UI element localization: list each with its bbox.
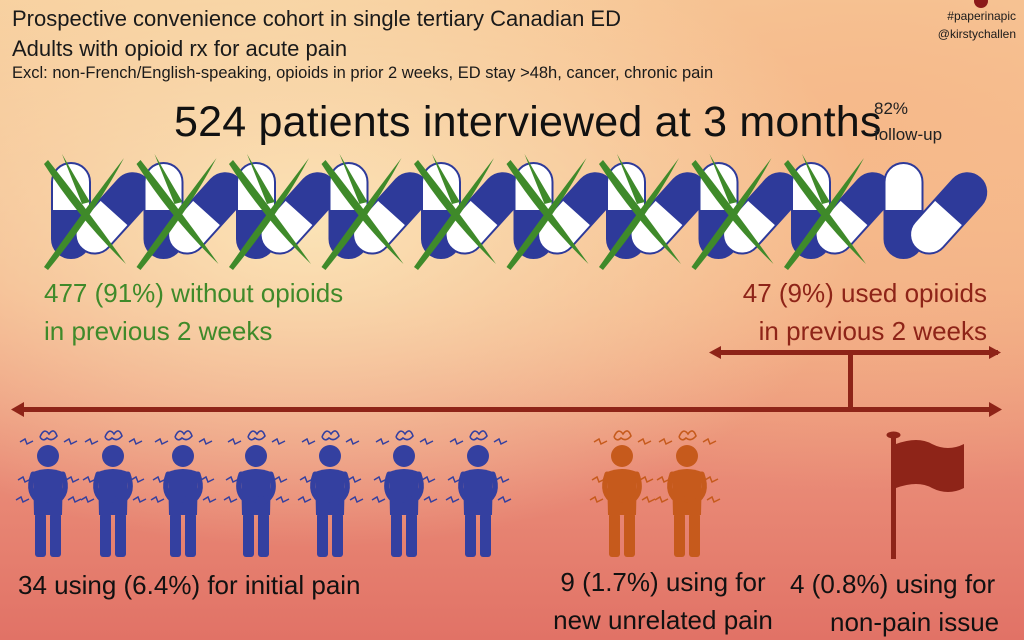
bracket-arrow-right (989, 346, 1001, 359)
logo-mark (974, 0, 988, 8)
hashtag[interactable]: #paperinapic (947, 9, 1016, 23)
capsule-icon (51, 162, 153, 259)
outcome-arrow-left (11, 402, 24, 417)
cross-out-mark (321, 154, 404, 270)
bracket-arrow-left (709, 346, 721, 359)
followup-label: follow-up (874, 125, 943, 144)
capsule-icon (328, 162, 431, 259)
bracket-stem (848, 354, 853, 408)
person-in-pain-icon (371, 430, 438, 557)
exclusions-line: Excl: non-French/English-speaking, opioi… (12, 64, 714, 82)
person-in-pain-icon (223, 430, 290, 557)
person-in-pain-icon (654, 430, 721, 557)
no-opioid-count: 477 (91%) without opioids (44, 278, 344, 308)
author-handle[interactable]: @kirstychallen (937, 27, 1016, 41)
person-in-pain-icon (297, 430, 364, 557)
opioid-count: 47 (9%) used opioids (742, 278, 987, 308)
person-in-pain-icon (445, 430, 512, 557)
no-opioid-period: in previous 2 weeks (44, 316, 273, 346)
capsule-icon (606, 162, 708, 259)
pill-row (0, 0, 1024, 280)
outcome-bracket-bar (18, 407, 996, 412)
initial-pain-label: 34 using (6.4%) for initial pain (18, 570, 361, 600)
capsule-icon (421, 162, 523, 259)
cross-out-mark (136, 154, 219, 270)
person-in-pain-icon (80, 430, 147, 557)
headline: 524 patients interviewed at 3 months (174, 98, 882, 146)
red-flag-icon (886, 431, 964, 559)
capsule-icon (698, 162, 801, 259)
capsule-icon (143, 162, 246, 259)
capsule-icon (883, 162, 988, 259)
cross-out-mark (784, 154, 866, 270)
person-in-pain-icon (150, 430, 217, 557)
capsule-icon (791, 162, 893, 259)
cross-out-mark (691, 154, 774, 270)
cross-out-mark (44, 154, 126, 270)
cross-out-mark (229, 154, 311, 270)
non-pain-label: non-pain issue (830, 607, 1000, 637)
population-line: Adults with opioid rx for acute pain (12, 36, 348, 61)
cross-out-mark (506, 154, 589, 270)
capsule-icon (513, 162, 616, 259)
person-in-pain-icon (589, 430, 656, 557)
study-design-line: Prospective convenience cohort in single… (12, 6, 621, 31)
pill-row-graphic (44, 154, 988, 270)
capsule-icon (236, 162, 338, 259)
people-row (15, 430, 721, 557)
outcome-arrow-right (989, 402, 1002, 417)
person-in-pain-icon (15, 430, 82, 557)
cross-out-mark (599, 154, 681, 270)
opioid-bracket-bar (716, 350, 998, 355)
opioid-period: in previous 2 weeks (758, 316, 987, 346)
new-pain-label: new unrelated pain (553, 605, 773, 635)
cross-out-mark (414, 154, 496, 270)
non-pain-count: 4 (0.8%) using for (790, 569, 996, 599)
followup-percent: 82% (874, 99, 909, 118)
new-pain-count: 9 (1.7%) using for (560, 567, 766, 597)
breakdown-bracket (11, 346, 1002, 417)
